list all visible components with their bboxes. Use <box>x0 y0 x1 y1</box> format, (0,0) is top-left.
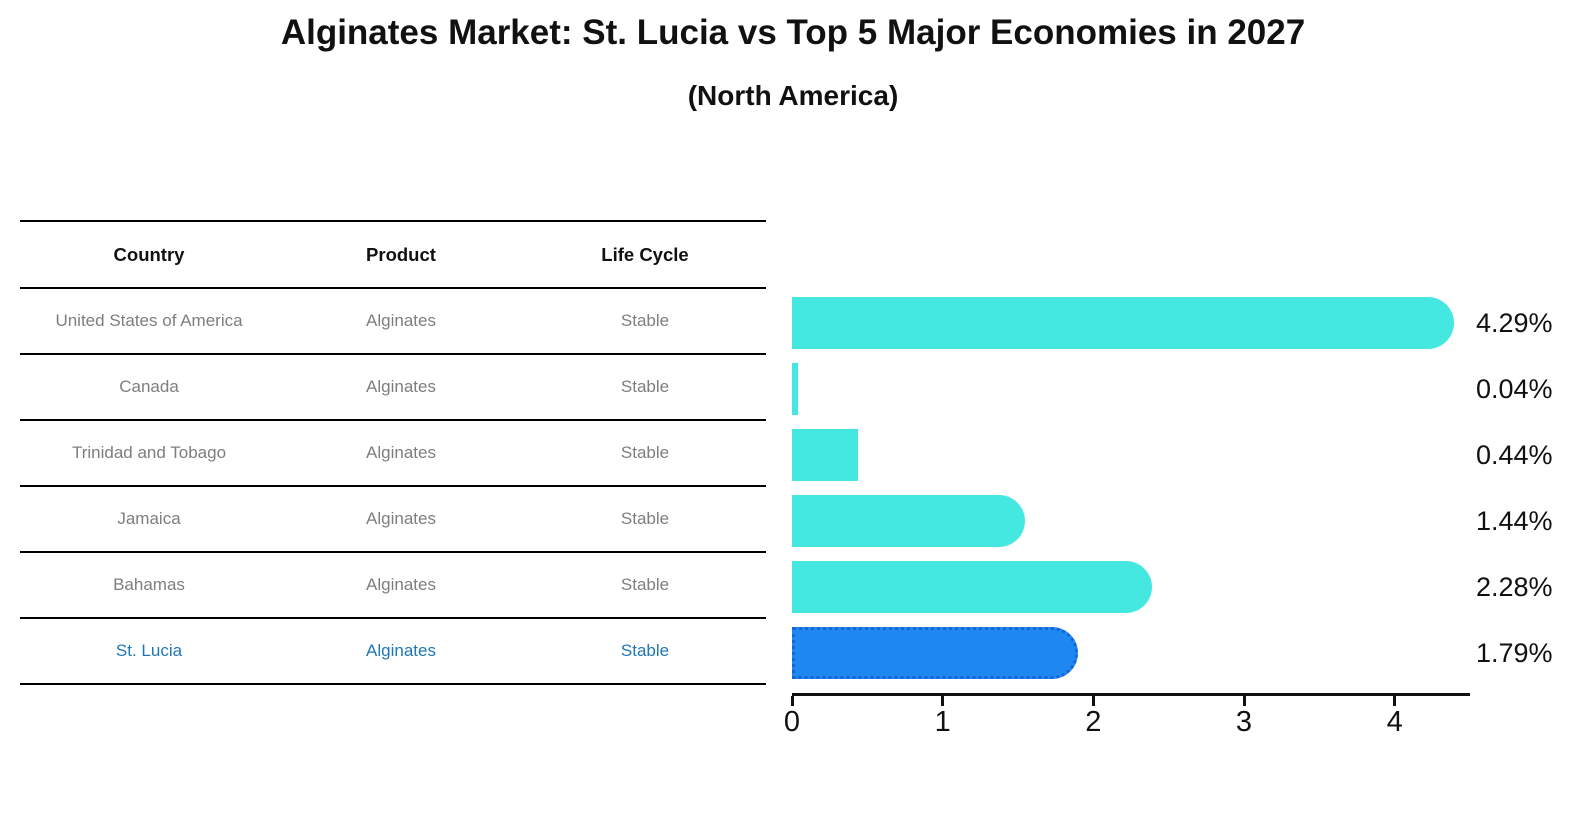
cell-lifecycle: Stable <box>620 641 670 660</box>
x-axis-tick-label: 1 <box>934 706 951 738</box>
x-axis-line <box>792 693 1470 696</box>
cell-product: Alginates <box>366 509 436 528</box>
x-axis-tick <box>1091 696 1095 706</box>
bar <box>792 561 1152 613</box>
cell-lifecycle: Stable <box>620 509 670 528</box>
table-header-row: Country Product Life Cycle <box>20 222 766 289</box>
table-row: Canada Alginates Stable <box>20 355 766 421</box>
cell-country: St. Lucia <box>115 641 183 660</box>
table-row: Jamaica Alginates Stable <box>20 487 766 553</box>
column-header-product: Product <box>366 243 436 265</box>
x-axis-tick-label: 4 <box>1386 706 1403 738</box>
cell-country: Trinidad and Tobago <box>71 443 227 462</box>
chart-title: Alginates Market: St. Lucia vs Top 5 Maj… <box>280 13 1306 52</box>
bar <box>792 495 1025 547</box>
x-axis-tick-label: 2 <box>1085 706 1102 738</box>
cell-country: United States of America <box>55 311 243 330</box>
table-row: St. Lucia Alginates Stable <box>20 619 766 685</box>
bar <box>792 363 799 415</box>
cell-lifecycle: Stable <box>620 575 670 594</box>
table-row: Trinidad and Tobago Alginates Stable <box>20 421 766 487</box>
column-header-country: Country <box>113 243 185 265</box>
x-axis-tick <box>1242 696 1246 706</box>
x-axis-tick <box>1393 696 1397 706</box>
cell-country: Jamaica <box>117 509 181 528</box>
cell-lifecycle: Stable <box>620 377 670 396</box>
column-header-lifecycle: Life Cycle <box>601 243 689 265</box>
bar-value-label: 2.28% <box>1476 572 1553 602</box>
bar <box>792 297 1455 349</box>
table-row: Bahamas Alginates Stable <box>20 553 766 619</box>
bar <box>792 429 859 481</box>
cell-product: Alginates <box>366 575 436 594</box>
chart-subtitle: (North America) <box>687 80 899 111</box>
cell-product: Alginates <box>366 311 436 330</box>
cell-country: Canada <box>119 377 179 396</box>
cell-country: Bahamas <box>113 575 185 594</box>
cell-product: Alginates <box>366 443 436 462</box>
x-axis-tick <box>941 696 945 706</box>
x-axis-tick-label: 3 <box>1235 706 1253 738</box>
x-axis-tick <box>790 696 794 706</box>
bar-st-lucia <box>792 627 1078 679</box>
cell-product: Alginates <box>366 641 436 660</box>
cell-lifecycle: Stable <box>620 443 670 462</box>
table-body: United States of America Alginates Stabl… <box>20 289 766 685</box>
country-table: Country Product Life Cycle United States… <box>20 220 766 685</box>
bar-value-label: 4.29% <box>1476 308 1553 338</box>
bar-value-label: 0.44% <box>1476 440 1553 470</box>
cell-product: Alginates <box>366 377 436 396</box>
bar-value-label: 1.44% <box>1476 506 1553 536</box>
x-axis-tick-label: 0 <box>783 706 801 738</box>
bar-value-label: 1.79% <box>1476 638 1553 668</box>
cell-lifecycle: Stable <box>620 311 670 330</box>
bar-value-label: 0.04% <box>1476 374 1553 404</box>
table-row: United States of America Alginates Stabl… <box>20 289 766 355</box>
